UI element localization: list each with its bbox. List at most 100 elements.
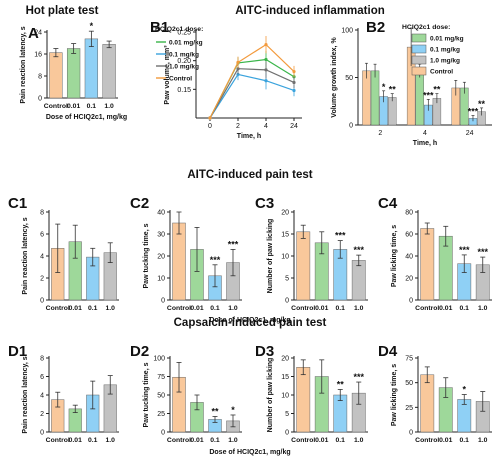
- y-tick-label: 0: [349, 123, 353, 130]
- y-tick-label: 20: [157, 254, 165, 261]
- x-tick-label: Control: [167, 305, 191, 312]
- x-tick-label: 0.1: [88, 437, 98, 444]
- x-tick-label: 1.0: [104, 103, 114, 110]
- y-tick-label: 0: [161, 298, 165, 305]
- x-tick-label: 4: [423, 130, 427, 137]
- x-tick-label: Control: [46, 305, 70, 312]
- bar: [172, 222, 186, 301]
- series-line-control: [209, 43, 295, 119]
- chart-d4: D4 0 25 50 75 Paw licking time, s Control 0.01 *…: [378, 343, 492, 444]
- bar: [66, 48, 81, 99]
- legend-entry-control: Control: [430, 69, 453, 76]
- bar: [420, 228, 435, 301]
- y-tick-label: 25: [157, 411, 165, 418]
- significance-stars: ***: [335, 231, 346, 241]
- panel-label-a: A: [28, 25, 39, 42]
- significance-stars: *: [90, 21, 94, 31]
- y-tick-label: 4: [40, 254, 44, 261]
- y-tick-label: 100: [153, 356, 165, 363]
- x-tick-label: 0.01: [315, 437, 328, 444]
- x-tick-label: 0.01: [69, 305, 82, 312]
- x-tick-label: 1.0: [478, 305, 488, 312]
- y-tick-label: 50: [345, 75, 353, 82]
- bar: [362, 70, 371, 126]
- y-tick-label: 60: [405, 232, 413, 239]
- chart-c2: C2 0 10 20 30 40 Paw tucking time, s Control 0.0…: [130, 195, 242, 312]
- x-tick-label: 0.01: [315, 305, 328, 312]
- y-axis-label: Paw licking time, s: [391, 225, 398, 287]
- significance-stars: *: [382, 82, 386, 92]
- legend-title: HCIQ2c1 dose:: [155, 26, 203, 33]
- section-title-aitc-pain: AITC-induced pain test: [187, 169, 312, 181]
- y-tick-label: 10: [281, 254, 289, 261]
- x-tick-label: 0.1: [210, 437, 220, 444]
- y-tick-label: 0: [161, 430, 165, 437]
- y-tick-label: 80: [405, 210, 413, 217]
- bar: [388, 97, 397, 126]
- y-tick-label: 6: [40, 374, 44, 381]
- y-tick-label: 30: [157, 232, 165, 239]
- legend-entry-d01: 0.1 mg/kg: [430, 47, 460, 54]
- y-tick-label: 0: [38, 96, 42, 103]
- x-tick-label: 0.1: [210, 305, 220, 312]
- y-tick-label: 5: [285, 276, 289, 283]
- y-tick-label: 6: [40, 232, 44, 239]
- significance-stars: ***: [228, 239, 239, 249]
- significance-stars: **: [337, 379, 345, 389]
- y-tick-label: 0: [285, 298, 289, 305]
- legend-entry-d001: 0.01 mg/kg: [169, 40, 203, 47]
- y-tick-label: 0.20: [177, 58, 191, 65]
- x-axis-label: Time, h: [237, 133, 261, 140]
- bar: [420, 374, 435, 433]
- y-tick-label: 0: [409, 298, 413, 305]
- data-point: [208, 116, 212, 120]
- x-tick-label: 0.1: [336, 305, 346, 312]
- x-tick-label: 2: [236, 123, 240, 130]
- row-d-x-axis-label: Dose of HCIQ2c1, mg/kg: [209, 449, 290, 456]
- data-point: [292, 80, 296, 85]
- y-axis-label: Number of paw licking: [267, 219, 274, 294]
- x-tick-label: 1.0: [106, 305, 116, 312]
- x-tick-label: 0.01: [69, 437, 82, 444]
- y-tick-label: 5: [285, 411, 289, 418]
- y-tick-label: 20: [281, 356, 289, 363]
- y-tick-label: 0: [40, 430, 44, 437]
- panel-label-b1: B1: [150, 19, 169, 36]
- x-tick-label: 1.0: [228, 305, 238, 312]
- y-tick-label: 75: [157, 374, 165, 381]
- legend-title: HCIQ2c1 dose:: [402, 24, 450, 31]
- data-point: [264, 43, 268, 47]
- bar: [102, 44, 116, 99]
- x-tick-label: 0.1: [460, 305, 470, 312]
- x-tick-label: 24: [466, 130, 474, 137]
- data-point: [236, 60, 240, 64]
- bar: [49, 52, 63, 99]
- y-tick-label: 0.15: [177, 87, 191, 94]
- significance-stars: *: [231, 405, 235, 415]
- significance-stars: ***: [468, 107, 479, 117]
- y-axis-label: Pain reaction latency, s: [20, 26, 27, 103]
- panel-label-d1: D1: [8, 343, 27, 360]
- y-tick-label: 8: [38, 74, 42, 81]
- section-title-capsaicin-pain: Capsaicin-induced pain test: [174, 317, 327, 329]
- bar: [296, 367, 311, 433]
- y-tick-label: 24: [34, 30, 42, 37]
- x-axis-label: Dose of HCIQ2c1, mg/kg: [46, 114, 127, 121]
- bar: [84, 38, 99, 99]
- significance-stars: ***: [210, 255, 221, 265]
- y-tick-label: 50: [405, 380, 413, 387]
- y-axis-label: Paw volume, mm³: [164, 45, 171, 105]
- x-tick-label: 0.1: [87, 103, 97, 110]
- legend-entry-d01: 0.1 mg/kg: [169, 52, 199, 59]
- legend-swatch-control: [411, 66, 427, 76]
- y-tick-label: 100: [341, 28, 353, 35]
- significance-stars: ***: [353, 245, 364, 255]
- x-tick-label: 1.0: [354, 305, 364, 312]
- legend-entry-d001: 0.01 mg/kg: [430, 36, 464, 43]
- data-point: [264, 68, 268, 72]
- y-tick-label: 8: [40, 210, 44, 217]
- y-tick-label: 15: [281, 232, 289, 239]
- significance-stars: ***: [353, 372, 364, 382]
